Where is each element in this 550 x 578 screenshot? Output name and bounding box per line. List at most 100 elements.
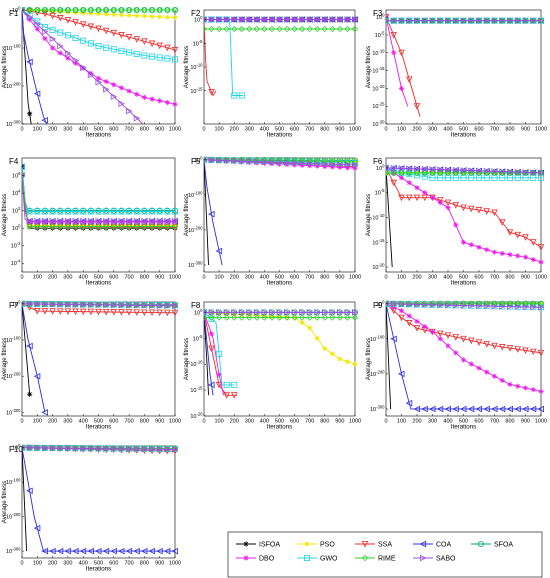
x-tick-label: 900	[521, 275, 530, 281]
series-point-sabo	[49, 444, 57, 452]
series-point-sabo	[87, 217, 95, 225]
series-point-gwo	[118, 47, 125, 54]
subplot-title: F2	[191, 9, 201, 18]
x-tick-label: 900	[521, 419, 530, 425]
series-point-rime	[34, 300, 41, 308]
series-point-sabo	[171, 217, 178, 225]
y-tick-label: 100	[12, 6, 21, 15]
series-point-rime	[95, 445, 102, 452]
series-point-dbo	[126, 88, 132, 94]
series-point-sabo	[41, 444, 49, 452]
legend-box	[227, 531, 543, 578]
y-tick-label: 100	[12, 299, 21, 308]
series-point-ssa	[57, 308, 64, 315]
series-point-gwo	[406, 171, 413, 178]
x-tick-label: 0	[384, 275, 387, 281]
series-point-sabo	[329, 309, 336, 316]
subplot-title: F6	[373, 157, 383, 166]
x-tick-label: 100	[33, 127, 42, 133]
series-point-rime	[238, 314, 245, 321]
series-point-sabo	[171, 446, 178, 453]
series-point-sabo	[261, 309, 268, 316]
series-group	[386, 300, 544, 413]
x-tick-label: 900	[155, 127, 164, 133]
x-tick-label: 400	[79, 127, 88, 133]
x-axis-label: Iterations	[267, 424, 292, 431]
x-axis-label: Iterations	[267, 280, 292, 287]
series-point-dbo	[460, 239, 467, 245]
series-point-ssa	[164, 309, 171, 317]
series-point-sabo	[475, 167, 483, 175]
x-tick-label: 500	[459, 275, 468, 281]
series-point-dbo	[95, 75, 102, 81]
series-point-isfoa	[111, 225, 117, 231]
series-point-sabo	[538, 304, 544, 311]
y-tick-label: 10-30	[372, 120, 385, 129]
series-point-sabo	[538, 17, 544, 24]
series-point-sabo	[208, 309, 216, 316]
series-point-rime	[215, 314, 223, 321]
series-point-dbo	[429, 329, 436, 335]
series-point-rime	[164, 7, 171, 14]
series-point-coa	[156, 547, 163, 555]
series-point-dbo	[391, 50, 397, 56]
series-point-isfoa	[118, 225, 125, 231]
series-point-sabo	[164, 446, 171, 453]
series-point-rime	[49, 223, 56, 230]
series-point-rime	[336, 314, 344, 321]
series-point-rime	[118, 7, 125, 14]
series-point-isfoa	[72, 225, 79, 231]
x-tick-label: 500	[94, 127, 103, 133]
series-point-sabo	[299, 159, 306, 167]
series-point-ssa	[41, 308, 49, 315]
y-tick-label: 10-10	[372, 213, 385, 222]
series-point-sabo	[413, 165, 421, 173]
y-tick-label: 10-15	[190, 386, 203, 395]
x-tick-label: 200	[48, 561, 57, 567]
series-point-ssa	[444, 199, 452, 207]
legend-entry-rime: RIME	[355, 554, 396, 562]
series-point-dbo	[406, 180, 412, 186]
series-point-sabo	[103, 86, 110, 93]
series-point-coa	[64, 547, 71, 555]
series-point-coa	[452, 405, 459, 413]
series-point-sabo	[238, 309, 246, 316]
series-point-dbo	[468, 361, 474, 367]
y-tick-label: 10-100	[6, 336, 21, 345]
series-point-coa	[49, 547, 56, 555]
series-point-sabo	[156, 446, 164, 453]
series-point-rime	[80, 7, 87, 14]
series-point-gwo	[103, 208, 110, 215]
y-axis-label: Average fitness	[183, 338, 190, 381]
series-point-sabo	[34, 21, 41, 28]
x-tick-label: 400	[260, 127, 269, 133]
series-point-sabo	[284, 309, 291, 316]
series-point-sabo	[506, 303, 514, 310]
series-point-sabo	[499, 17, 506, 24]
series-point-sabo	[344, 161, 351, 168]
series-point-dbo	[507, 381, 513, 388]
series-point-pso	[141, 13, 147, 19]
x-tick-label: 300	[245, 127, 254, 133]
series-point-sabo	[268, 16, 276, 23]
x-tick-label: 0	[20, 127, 23, 133]
x-tick-label: 100	[215, 127, 224, 133]
series-point-rime	[291, 314, 298, 321]
series-point-dbo	[344, 165, 351, 171]
x-tick-label: 200	[48, 127, 57, 133]
legend-entry-coa: COA	[413, 540, 452, 548]
series-point-dbo	[398, 308, 405, 314]
series-point-dbo	[491, 249, 498, 255]
series-point-pso	[261, 313, 267, 319]
y-axis-label: Average fitness	[1, 46, 8, 89]
series-point-rime	[87, 301, 95, 308]
series-point-dbo	[422, 190, 428, 196]
x-tick-label: 500	[275, 419, 284, 425]
y-axis-label: Average fitness	[365, 194, 372, 237]
series-point-pso	[141, 222, 147, 229]
series-line-dbo	[204, 312, 225, 396]
series-point-dbo	[231, 158, 237, 165]
series-point-sabo	[506, 168, 514, 176]
series-point-ssa	[406, 194, 413, 202]
series-point-pso	[118, 222, 125, 229]
